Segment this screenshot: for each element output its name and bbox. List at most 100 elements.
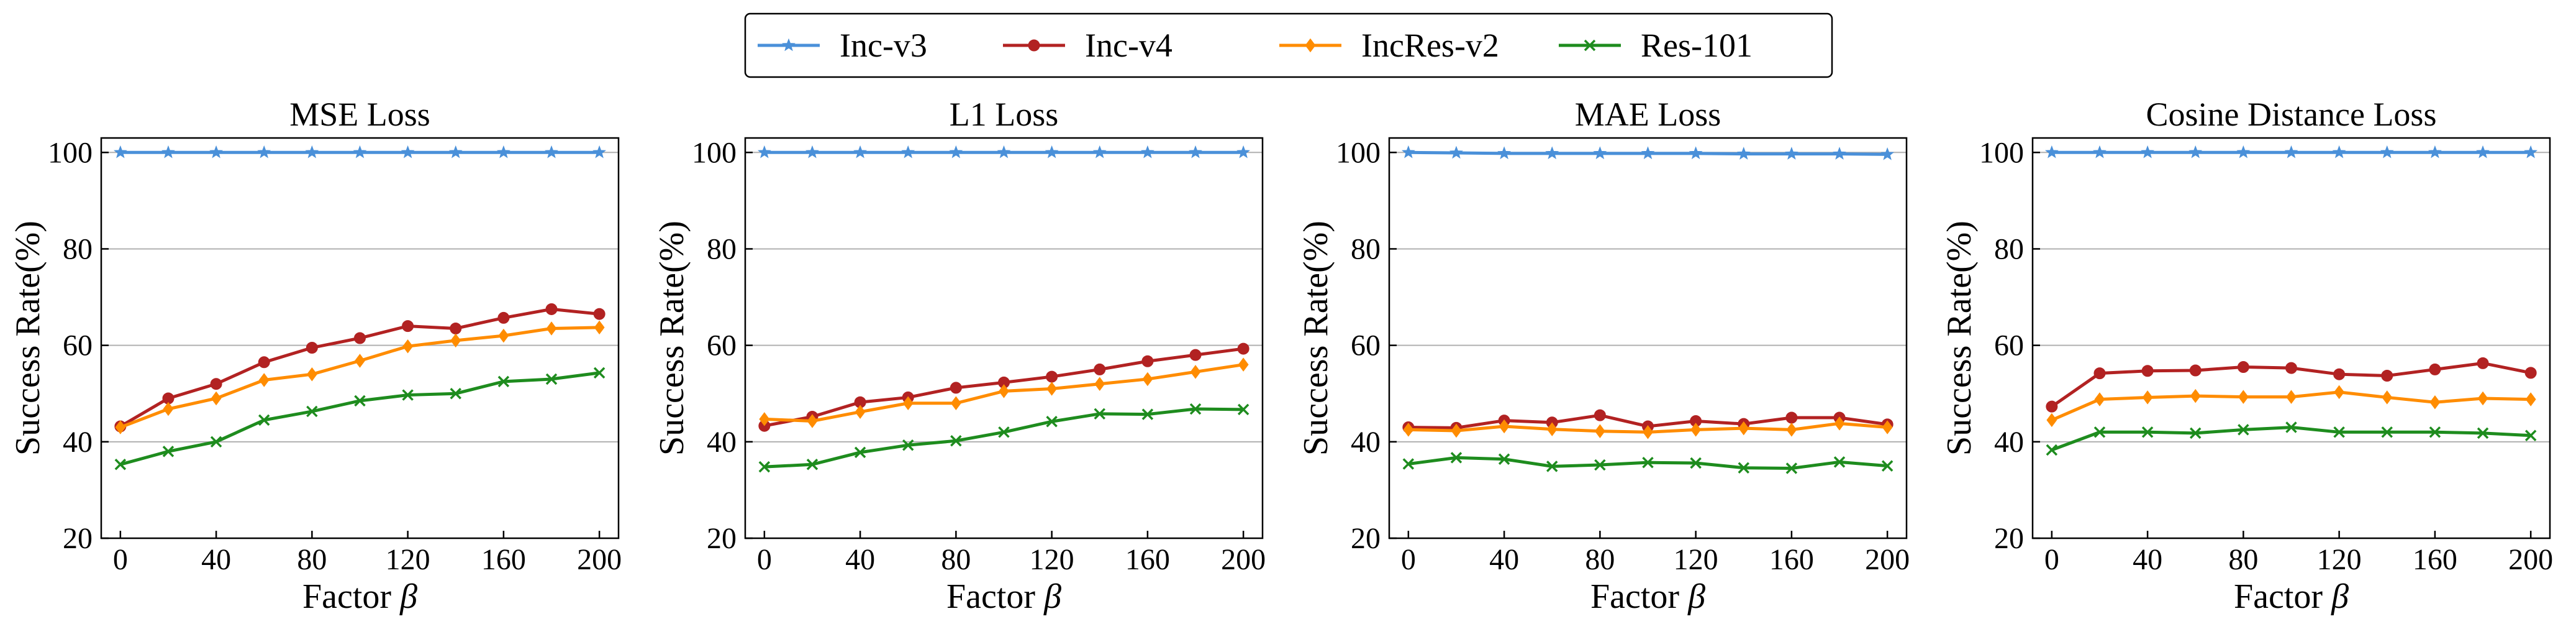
data-point-inc-v3-100	[997, 145, 1011, 158]
data-point-res-101-180	[1833, 456, 1846, 468]
x-tick-label-120: 120	[386, 543, 430, 576]
data-point-res-101-140	[1094, 408, 1105, 420]
data-point-inc-v4-140	[450, 322, 462, 334]
data-point-inc-v3-120	[1045, 145, 1059, 158]
legend-label-inc-v3: Inc-v3	[840, 27, 927, 64]
data-point-res-101-140	[2381, 426, 2393, 438]
data-point-res-101-100	[2285, 421, 2297, 433]
chart-title: L1 Loss	[950, 96, 1059, 133]
data-point-res-101-60	[902, 439, 914, 451]
x-axis-label-symbol: β	[1687, 577, 1705, 616]
data-point-inc-v4-160	[1141, 355, 1154, 367]
data-point-incres-v2-180	[1190, 365, 1201, 379]
data-point-inc-v3-0	[113, 145, 127, 158]
chart-l1-loss: 20 40 60 80 100 0 40 80 120 160 200 L1 Loss Factor β…	[653, 96, 1266, 616]
data-point-res-101-20	[162, 446, 175, 457]
data-point-incres-v2-160	[1786, 423, 1797, 437]
legend-marker-incres-v2	[1305, 38, 1316, 53]
data-point-incres-v2-80	[2238, 390, 2249, 404]
data-point-inc-v3-60	[257, 145, 271, 158]
chart-cosine-distance-loss: 20 40 60 80 100 0 40 80 120 160 200 Cosine Distance…	[1940, 96, 2553, 616]
data-point-incres-v2-160	[498, 328, 509, 343]
data-point-inc-v4-200	[2524, 367, 2537, 379]
series-res-101	[2046, 421, 2537, 456]
data-point-res-101-160	[2429, 426, 2441, 438]
y-tick-label-80: 80	[1351, 232, 1381, 265]
x-tick-label-0: 0	[1401, 543, 1416, 576]
x-axis-label: Factor β	[2234, 577, 2349, 616]
data-point-res-101-80	[950, 435, 962, 447]
data-point-res-101-80	[1594, 459, 1606, 471]
x-tick-label-80: 80	[941, 543, 971, 576]
data-point-inc-v3-0	[757, 145, 771, 158]
data-point-res-101-100	[998, 426, 1010, 438]
series-incres-v2	[2046, 385, 2536, 428]
data-point-inc-v4-160	[1785, 411, 1798, 424]
data-point-incres-v2-80	[1594, 424, 1605, 438]
data-point-inc-v4-80	[306, 342, 318, 354]
data-point-incres-v2-60	[2190, 388, 2201, 403]
legend-entry-inc-v4: Inc-v4	[1003, 27, 1172, 64]
series-res-101	[758, 403, 1249, 473]
data-point-inc-v3-60	[2188, 145, 2203, 158]
data-point-inc-v3-140	[1736, 147, 1751, 160]
data-point-inc-v4-180	[1189, 349, 1202, 361]
data-point-inc-v3-40	[2141, 145, 2154, 158]
data-point-incres-v2-120	[1690, 423, 1702, 437]
data-point-inc-v3-100	[1641, 146, 1655, 160]
data-point-inc-v4-80	[2237, 361, 2249, 374]
x-tick-label-0: 0	[757, 543, 772, 576]
x-tick-label-120: 120	[1030, 543, 1074, 576]
data-point-res-101-20	[2093, 426, 2106, 438]
x-axis-label: Factor β	[302, 577, 417, 616]
legend-marker-inc-v4	[1028, 39, 1040, 52]
data-point-inc-v3-200	[1236, 145, 1251, 158]
data-point-res-101-60	[1546, 461, 1558, 472]
data-point-incres-v2-180	[1834, 416, 1845, 431]
data-point-res-101-120	[2333, 426, 2345, 438]
x-tick-label-0: 0	[2044, 543, 2059, 576]
x-tick-label-160: 160	[1769, 543, 1814, 576]
y-tick-label-60: 60	[1994, 329, 2024, 362]
x-tick-label-120: 120	[2317, 543, 2362, 576]
data-point-inc-v3-180	[1833, 147, 1846, 160]
y-tick-label-100: 100	[692, 136, 737, 169]
data-point-res-101-160	[1785, 462, 1798, 474]
x-tick-label-200: 200	[1221, 543, 1266, 576]
data-point-res-101-40	[2141, 426, 2154, 438]
x-axis-label-text: Factor	[1590, 577, 1688, 616]
data-point-inc-v4-180	[545, 303, 558, 315]
x-tick-label-0: 0	[113, 543, 128, 576]
data-point-res-101-120	[1690, 457, 1702, 469]
data-point-inc-v4-80	[1594, 409, 1606, 421]
x-axis-label-text: Factor	[946, 577, 1044, 616]
y-tick-label-60: 60	[63, 329, 93, 362]
x-tick-label-40: 40	[2133, 543, 2162, 576]
chart-mae-loss: 20 40 60 80 100 0 40 80 120 160 200 MAE Loss Factor …	[1297, 96, 1910, 616]
series-incres-v2	[759, 357, 1249, 428]
data-point-inc-v3-0	[2044, 145, 2059, 158]
data-point-inc-v4-180	[2477, 357, 2489, 369]
data-point-incres-v2-100	[1643, 425, 1653, 439]
data-point-incres-v2-140	[2382, 390, 2393, 405]
legend-label-incres-v2: IncRes-v2	[1361, 27, 1499, 64]
data-point-incres-v2-100	[999, 384, 1009, 398]
data-point-incres-v2-20	[1451, 423, 1462, 438]
data-point-incres-v2-40	[1499, 419, 1510, 434]
data-point-inc-v3-80	[949, 145, 963, 158]
x-axis-label-symbol: β	[1043, 577, 1061, 616]
chart-title: MAE Loss	[1575, 96, 1721, 133]
y-axis-label: Success Rate(%)	[653, 221, 691, 456]
x-axis-label-text: Factor	[2234, 577, 2331, 616]
data-point-res-101-0	[758, 461, 771, 473]
data-point-incres-v2-140	[450, 333, 461, 348]
data-point-res-101-0	[1402, 458, 1415, 470]
data-point-incres-v2-20	[2094, 392, 2105, 406]
data-point-inc-v4-100	[2285, 362, 2297, 374]
data-point-res-101-160	[497, 375, 510, 388]
x-tick-label-120: 120	[1674, 543, 1718, 576]
data-point-inc-v3-120	[2332, 145, 2346, 158]
data-point-inc-v3-20	[161, 145, 175, 158]
legend-entry-inc-v3: Inc-v3	[758, 27, 927, 64]
y-axis-label: Success Rate(%)	[1940, 221, 1979, 456]
